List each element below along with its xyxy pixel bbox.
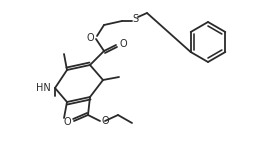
Text: O: O (102, 116, 110, 126)
Text: O: O (86, 33, 94, 43)
Text: HN: HN (36, 83, 51, 93)
Text: O: O (63, 117, 71, 127)
Text: S: S (132, 14, 138, 24)
Text: O: O (119, 39, 127, 49)
